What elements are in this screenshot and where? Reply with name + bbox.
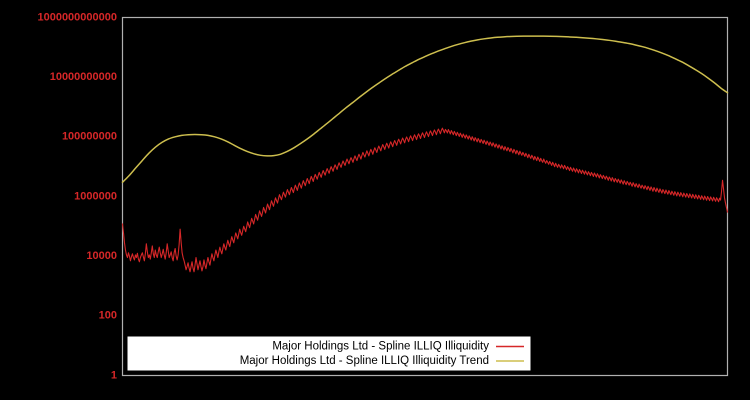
y-axis-tick-label: 100: [99, 310, 117, 322]
y-axis-tick-label: 1000000: [74, 190, 117, 202]
y-axis-tick-label: 10000: [86, 250, 117, 262]
legend-label: Major Holdings Ltd - Spline ILLIQ Illiqu…: [240, 355, 489, 367]
legend-label: Major Holdings Ltd - Spline ILLIQ Illiqu…: [272, 341, 489, 353]
y-axis-tick-label: 100000000: [62, 131, 117, 143]
chart-legend: Major Holdings Ltd - Spline ILLIQ Illiqu…: [127, 336, 531, 371]
series-path: [121, 127, 729, 273]
plot-area-frame: [121, 16, 729, 377]
series-path: [121, 35, 729, 184]
y-axis-tick-label: 1000000000000: [37, 11, 117, 23]
y-axis-tick-labels: 1000000000000 10000000000 100000000 1000000…: [37, 11, 117, 381]
y-axis-tick-label: 1: [111, 369, 117, 381]
data-series-group: [121, 35, 729, 273]
y-axis-tick-label: 10000000000: [50, 71, 117, 83]
legend-background: [127, 336, 531, 371]
